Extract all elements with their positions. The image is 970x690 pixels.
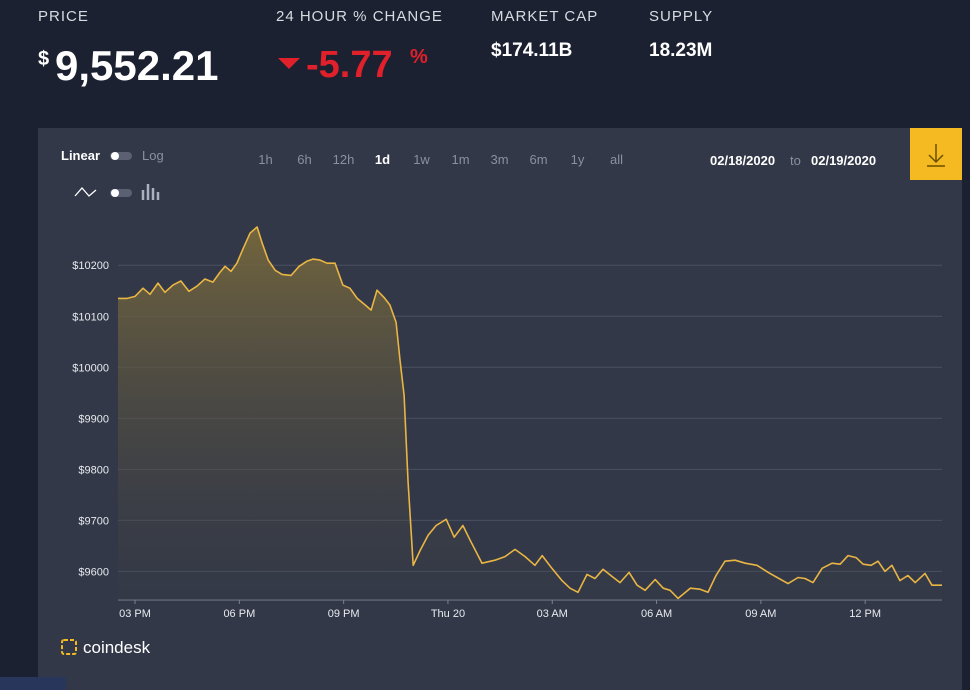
date-from[interactable]: 02/18/2020 bbox=[710, 153, 776, 168]
x-tick-label: Thu 20 bbox=[431, 608, 465, 620]
price: 9,552.21 bbox=[55, 42, 219, 89]
price-area bbox=[118, 227, 942, 600]
supply: 18.23M bbox=[649, 40, 713, 61]
supply-label: SUPPLY bbox=[649, 8, 714, 25]
price-label: PRICE bbox=[38, 8, 89, 25]
range-button[interactable]: 1w bbox=[413, 152, 430, 167]
line-icon[interactable] bbox=[74, 187, 97, 197]
range-selector: 1h 6h 12h 1d 1w 1m 3m 6m 1y all bbox=[246, 152, 636, 167]
y-tick-label: $10100 bbox=[72, 311, 109, 323]
date-to-label: to bbox=[790, 153, 801, 168]
change-unit: % bbox=[410, 46, 428, 68]
market-cap-label: MARKET CAP bbox=[491, 8, 599, 25]
brand: coindesk bbox=[83, 638, 151, 657]
y-tick-label: $9800 bbox=[78, 464, 109, 476]
y-tick-label: $9700 bbox=[78, 515, 109, 527]
price-currency: $ bbox=[38, 48, 50, 70]
y-tick-label: $9600 bbox=[78, 566, 109, 578]
range-button[interactable]: 1d bbox=[374, 152, 391, 167]
range-button[interactable]: 12h bbox=[332, 152, 355, 167]
x-tick-label: 06 PM bbox=[223, 608, 255, 620]
y-tick-label: $9900 bbox=[78, 413, 109, 425]
x-tick-label: 06 AM bbox=[641, 608, 672, 620]
toggle-knob bbox=[111, 189, 119, 197]
date-to[interactable]: 02/19/2020 bbox=[811, 153, 877, 168]
bar-icon[interactable] bbox=[141, 184, 160, 200]
range-button[interactable]: 1h bbox=[258, 152, 273, 167]
change: -5.77 bbox=[306, 44, 393, 86]
range-button[interactable]: 3m bbox=[490, 152, 509, 167]
y-tick-label: $10200 bbox=[72, 260, 109, 272]
x-tick-label: 03 PM bbox=[119, 608, 151, 620]
x-tick-label: 12 PM bbox=[849, 608, 881, 620]
y-tick-label: $10000 bbox=[72, 362, 109, 374]
range-button[interactable]: 6h bbox=[297, 152, 312, 167]
linear-option[interactable]: Linear bbox=[61, 148, 101, 163]
x-tick-label: 09 AM bbox=[745, 608, 776, 620]
corner bbox=[0, 677, 66, 690]
range-button[interactable]: 6m bbox=[529, 152, 548, 167]
range-button[interactable]: 1y bbox=[570, 152, 585, 167]
price-line bbox=[118, 226, 942, 600]
market-cap: $174.11B bbox=[491, 40, 573, 61]
log-option[interactable]: Log bbox=[142, 148, 164, 163]
x-tick-label: 09 PM bbox=[328, 608, 360, 620]
download-icon bbox=[927, 144, 945, 167]
brand-logo bbox=[61, 639, 77, 655]
toggle-knob bbox=[111, 152, 119, 160]
change-label: 24 HOUR % CHANGE bbox=[276, 8, 443, 25]
range-button[interactable]: all bbox=[609, 152, 623, 167]
range-button[interactable]: 1m bbox=[451, 152, 470, 167]
x-tick-label: 03 AM bbox=[537, 608, 568, 620]
